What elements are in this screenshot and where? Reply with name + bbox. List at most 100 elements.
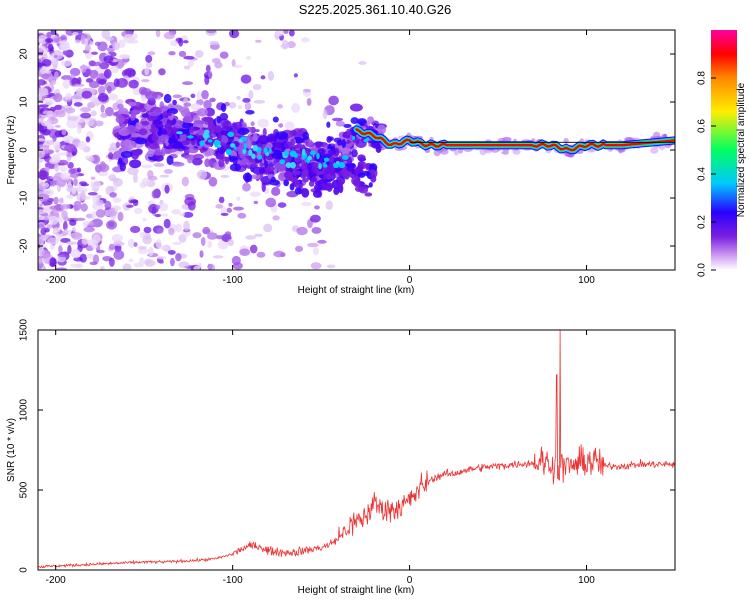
spectrogram-noise-blob xyxy=(178,261,190,269)
snr-x-ticks: -200 -100 0 100 xyxy=(46,330,595,586)
spectrogram-noise-blob xyxy=(144,259,156,267)
spectrogram-noise-blob xyxy=(167,249,176,255)
snr-x-tick-label: -100 xyxy=(223,575,243,586)
spectrogram-noise-blob xyxy=(314,205,320,210)
spectrogram-band-blob xyxy=(181,139,191,146)
spectrogram-noise-blob xyxy=(41,73,50,80)
spectrogram-band-blob xyxy=(275,131,289,140)
spectrogram-noise-blob xyxy=(142,217,147,222)
spectrogram-band-blob xyxy=(166,155,174,166)
spectrogram-band-blob xyxy=(220,103,227,112)
spectrogram-noise-blob xyxy=(106,85,112,94)
spectrogram-noise-blob xyxy=(96,249,105,254)
colorbar-tick-label: 0.6 xyxy=(697,119,708,133)
spectrogram-noise-blob xyxy=(110,65,119,74)
spectrogram-noise-blob xyxy=(49,106,56,112)
spectrogram-noise-blob xyxy=(38,138,46,142)
spectrogram-band-blob xyxy=(197,129,206,136)
spectrogram-band-blob xyxy=(313,162,319,168)
spectrogram-noise-blob xyxy=(54,124,61,128)
spectrogram-band-blob xyxy=(171,161,185,167)
spectrogram-noise-blob xyxy=(311,226,322,234)
spectrogram-noise-blob xyxy=(218,196,225,204)
spectrogram-band-blob xyxy=(179,132,187,141)
spectrogram-noise-blob xyxy=(76,91,82,96)
spectrogram-noise-blob xyxy=(163,31,175,40)
spectrogram-noise-blob xyxy=(94,41,101,46)
snr-x-label: Height of straight line (km) xyxy=(298,585,415,596)
spectrogram-band-blob xyxy=(229,163,242,172)
spectrogram-noise-blob xyxy=(61,128,67,136)
spectrogram-noise-blob xyxy=(55,267,68,270)
spectrogram-noise-blob xyxy=(62,50,74,56)
spectrogram-band-blob xyxy=(370,175,377,183)
spectrogram-band-blob xyxy=(118,157,123,165)
spectrogram-noise-blob xyxy=(160,213,169,217)
spectrogram-noise-blob xyxy=(73,83,85,87)
spectrogram-noise-blob xyxy=(123,33,135,44)
spectrogram-band-blob xyxy=(213,125,223,133)
spectrogram-noise-blob xyxy=(58,253,69,258)
spectrogram-noise-blob xyxy=(59,203,71,210)
spectrogram-noise-blob xyxy=(144,66,150,76)
spectrogram-noise-blob xyxy=(143,226,152,234)
spectrogram-noise-blob xyxy=(80,107,91,113)
spectrogram-band-blob xyxy=(345,163,355,168)
spectrogram-peak-blob xyxy=(242,149,247,155)
spectrogram-noise-blob xyxy=(220,212,229,216)
spectrogram-band-blob xyxy=(146,150,155,157)
spectrogram-noise-blob xyxy=(182,211,194,218)
spectrogram-noise-blob xyxy=(41,227,47,231)
spectrogram-band-blob xyxy=(141,113,150,118)
spectrogram-noise-blob xyxy=(317,239,327,244)
spectrogram-peak-blob xyxy=(251,153,256,159)
spectrogram-band-blob xyxy=(283,170,293,179)
spectrogram-band-blob xyxy=(283,179,290,187)
spectrogram-noise-blob xyxy=(242,97,251,103)
spectrogram-noise-blob xyxy=(141,79,150,83)
spectrogram-noise-blob xyxy=(103,55,114,64)
spectrogram-noise-blob xyxy=(73,177,78,187)
spectrogram-noise-blob xyxy=(159,174,170,178)
spectrogram-noise-blob xyxy=(181,81,194,86)
spectrogram-band-blob xyxy=(130,109,140,115)
spectrogram-noise-blob xyxy=(73,200,82,211)
spectrogram-noise-blob xyxy=(170,40,179,47)
colorbar-tick-label: 0.0 xyxy=(697,263,708,277)
spectrogram-noise-blob xyxy=(205,64,211,73)
spectrogram-noise-blob xyxy=(208,70,213,80)
snr-panel: -200 -100 0 100 0 500 1000 1500 Height of stra… xyxy=(6,318,676,596)
spectrogram-noise-blob xyxy=(182,40,189,44)
spectrogram-noise-blob xyxy=(183,220,190,231)
spectrogram-noise-blob xyxy=(178,37,184,47)
spectrogram-noise-blob xyxy=(49,257,57,267)
spectrogram-noise-blob xyxy=(190,93,196,99)
spectrogram-peak-blob xyxy=(230,143,235,148)
spectrogram-noise-blob xyxy=(231,255,241,266)
spectrogram-noise-blob xyxy=(306,98,312,106)
spectrogram-band-blob xyxy=(218,158,225,168)
spectrogram-noise-blob xyxy=(79,253,87,263)
spectrogram-noise-blob xyxy=(155,30,161,38)
spectrogram-noise-blob xyxy=(68,168,77,175)
spectrogram-noise-blob xyxy=(302,88,311,93)
spectrogram-peak-blob xyxy=(212,141,220,146)
spectrogram-x-tick-label: -100 xyxy=(223,275,243,286)
spectrogram-noise-blob xyxy=(60,172,71,180)
snr-x-tick-label: 100 xyxy=(578,575,595,586)
spectrogram-peak-blob xyxy=(290,161,296,169)
spectrogram-band-blob xyxy=(307,139,313,147)
spectrogram-band-blob xyxy=(165,138,170,147)
spectrogram-noise-blob xyxy=(77,76,82,85)
spectrogram-peak-blob xyxy=(310,150,316,156)
spectrogram-noise-blob xyxy=(168,51,176,56)
spectrogram-noise-blob xyxy=(272,215,280,221)
spectrogram-band-blob xyxy=(356,118,367,125)
spectrogram-noise-blob xyxy=(89,261,98,266)
spectrogram-noise-blob xyxy=(312,246,319,256)
spectrogram-noise-blob xyxy=(77,140,87,151)
spectrogram-y-tick-label: -20 xyxy=(19,238,30,253)
spectrogram-noise-blob xyxy=(207,240,213,249)
spectrogram-noise-blob xyxy=(237,212,247,219)
spectrogram-noise-blob xyxy=(70,74,76,79)
